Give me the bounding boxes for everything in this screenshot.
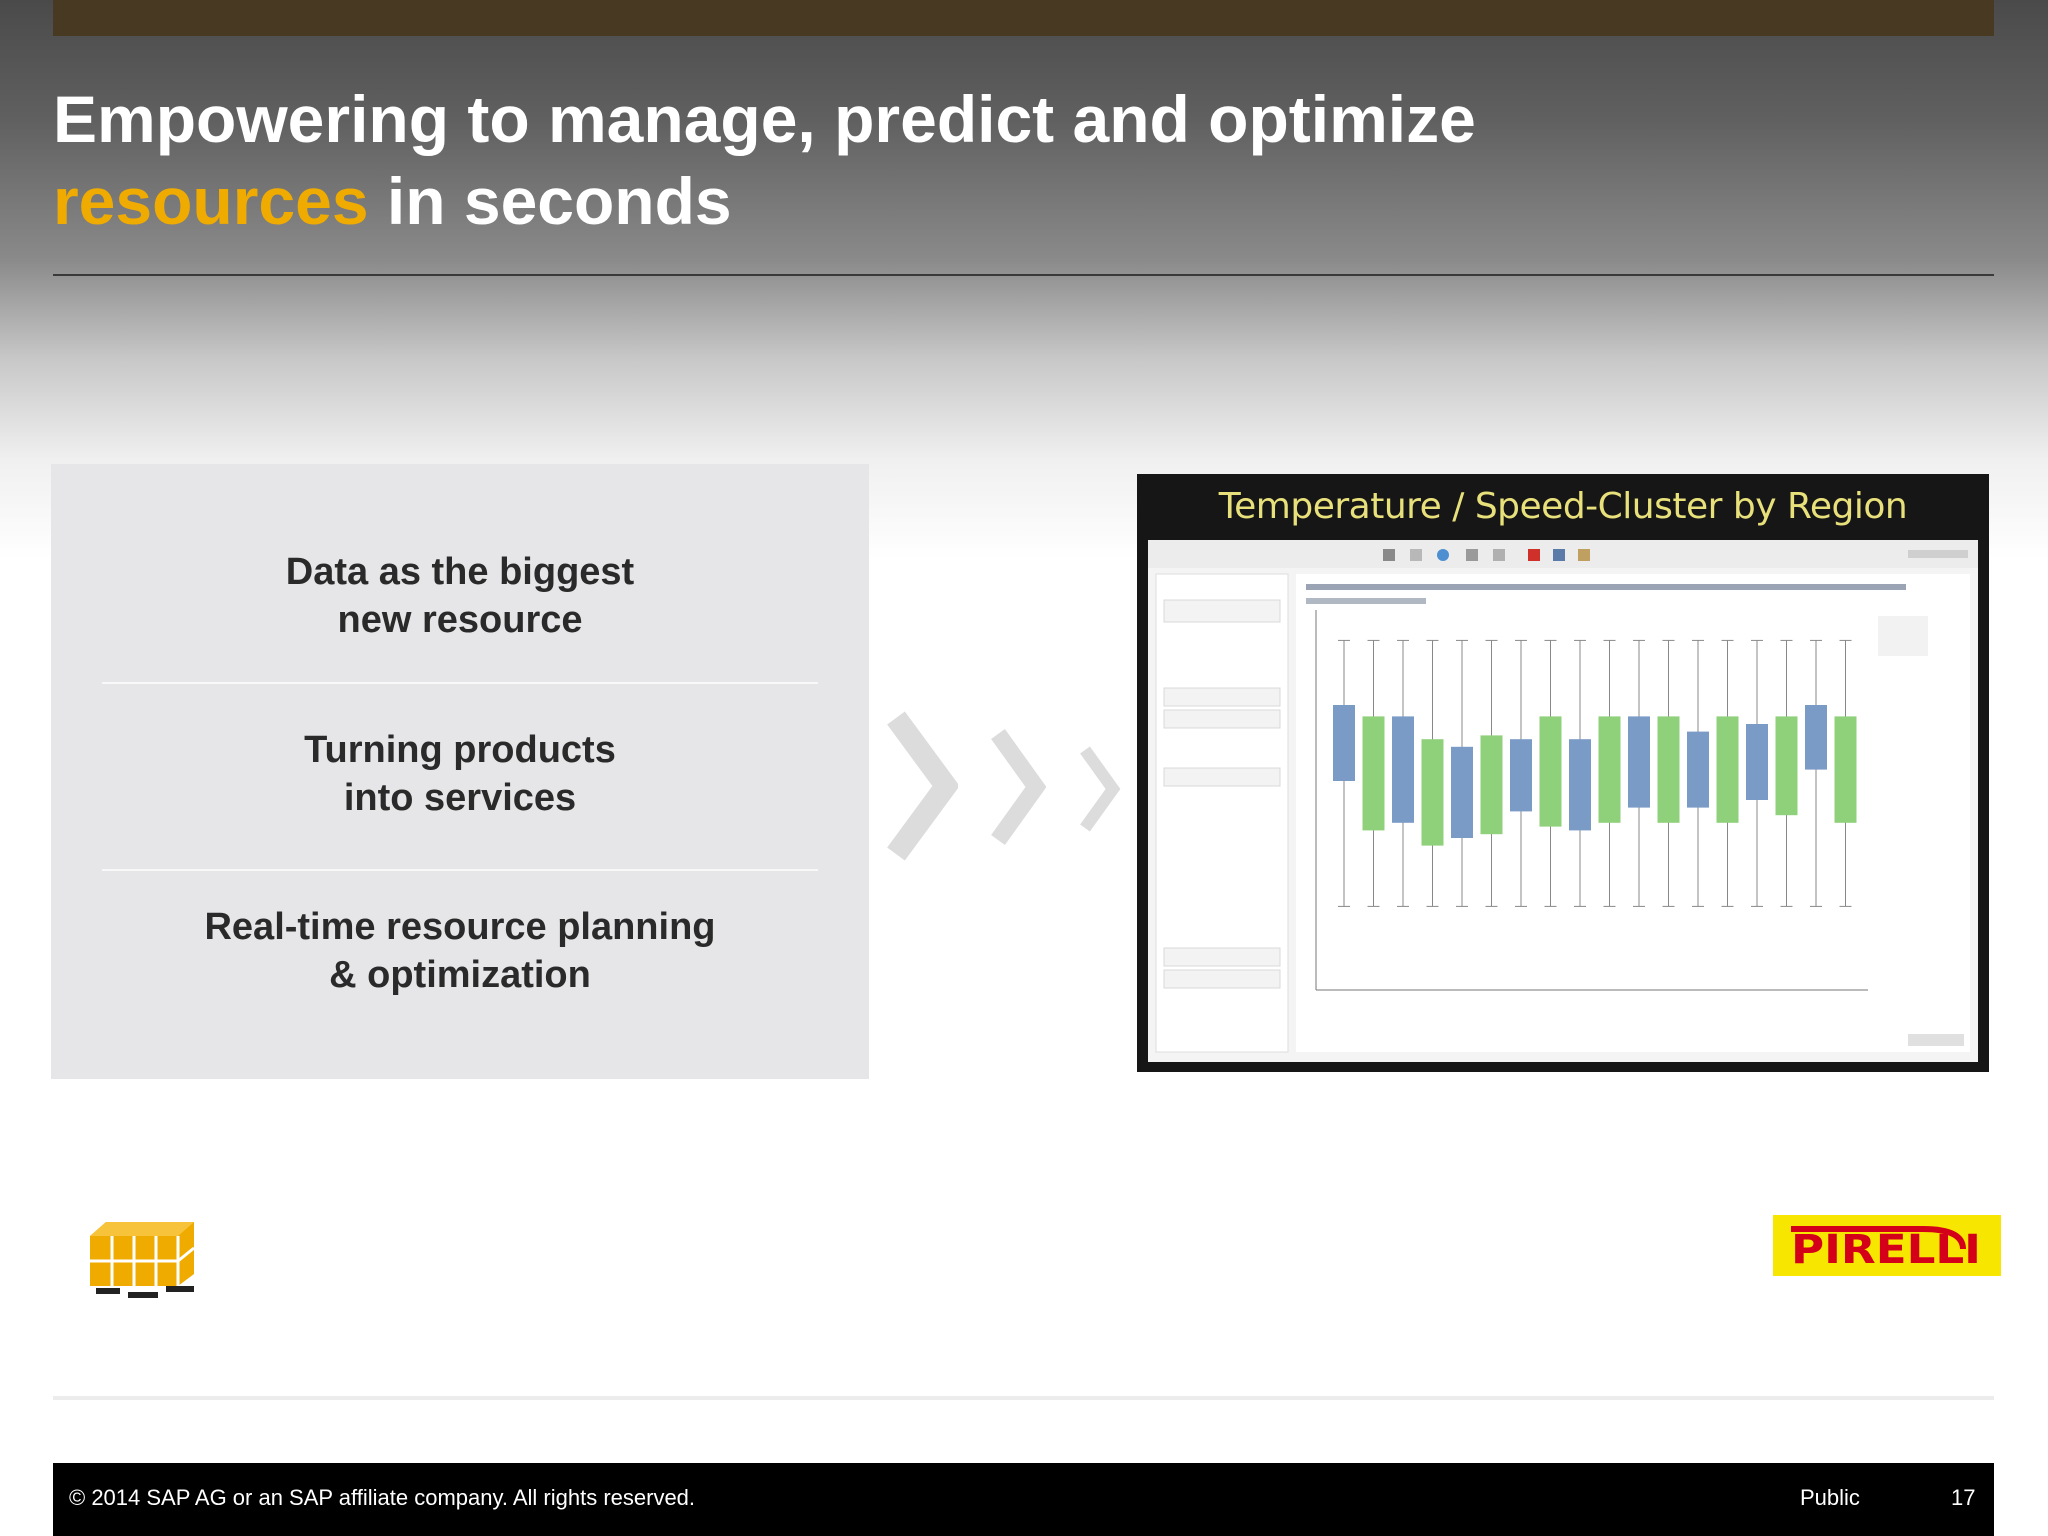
box-mark [1510,739,1532,812]
box-mark [1362,716,1385,831]
window-controls [1908,550,1968,558]
copy-icon [1553,549,1565,561]
screenshot-app-window [1148,540,1978,1062]
footer-divider [53,1396,1994,1400]
filter-icon [1466,549,1478,561]
chart-caption-line [1306,584,1906,590]
globe-icon [1437,549,1449,561]
box-mark [1480,735,1503,835]
screenshot-title: Temperature / Speed-Cluster by Region [1218,486,1908,527]
chevron-right-icon [1080,746,1121,832]
pirelli-logo-mark: PIRELLI [1791,1226,1981,1273]
topic-item: Data as the biggest new resource [51,548,869,644]
panel-field [1163,687,1281,707]
box-mark [1421,739,1444,846]
top-accent-bar [53,0,1994,36]
box-mark [1333,705,1355,781]
panel-field [1163,969,1281,989]
title-line-2-rest: in seconds [368,164,732,238]
box-mark [1657,716,1680,823]
toolbar-icons [1383,549,1968,561]
topic-divider [102,869,818,871]
topic-line: & optimization [329,954,591,996]
box-mark [1569,739,1591,831]
page-number: 17 [1951,1485,1976,1510]
title-accent-word: resources [53,164,369,238]
pirelli-logo: PIRELLI [1773,1215,2001,1276]
panel-field [1163,947,1281,967]
box-mark [1746,724,1768,800]
panel-field [1163,709,1281,729]
slide-title: Empowering to manage, predict and optimi… [53,78,1476,242]
topic-line: Data as the biggest [285,551,635,593]
settings-icon [1578,549,1590,561]
box-mark [1392,716,1414,823]
box-mark [1775,716,1798,816]
chart-caption-line [1306,598,1426,604]
topic-item: Turning products into services [51,726,869,822]
topic-line: Real-time resource planning [204,906,716,948]
embedded-screenshot: Temperature / Speed-Cluster by Region [1137,474,1989,1072]
pallet-boxes-icon [90,1222,195,1298]
title-divider [53,274,1994,276]
topic-item: Real-time resource planning & optimizati… [51,903,869,999]
panel-field [1163,599,1281,623]
chevron-right-icon [887,711,958,861]
chart-type-icon [1383,549,1395,561]
classification-label: Public [1800,1485,1860,1510]
box-mark [1687,731,1709,808]
box-mark [1834,716,1857,823]
refresh-icon [1410,549,1422,561]
topics-panel: Data as the biggest new resource Turning… [51,464,869,1079]
boxplot-screen [1148,540,1978,1053]
chart-legend [1878,616,1928,656]
footer-bar: © 2014 SAP AG or an SAP affiliate compan… [53,1463,1994,1536]
box-mark [1716,716,1739,823]
boxplot-marks [1333,639,1857,907]
topic-line: Turning products [304,729,616,771]
panel-field [1163,767,1281,787]
box-mark [1805,705,1827,770]
ok-button[interactable] [1908,1034,1964,1046]
sort-icon [1493,549,1505,561]
box-mark [1451,746,1473,838]
topic-line: into services [343,777,577,819]
box-mark [1628,716,1650,808]
export-icon [1528,549,1540,561]
topic-divider [102,682,818,684]
box-mark [1539,716,1562,827]
title-line-1: Empowering to manage, predict and optimi… [53,82,1476,156]
box-mark [1598,716,1621,823]
chevron-right-icon [991,729,1046,845]
copyright-text: © 2014 SAP AG or an SAP affiliate compan… [69,1485,696,1510]
topic-line: new resource [337,599,583,641]
